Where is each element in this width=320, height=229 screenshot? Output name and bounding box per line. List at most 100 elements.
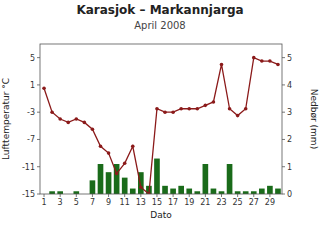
y2-tick-label: 0 [287, 190, 292, 199]
marker [99, 144, 103, 148]
x-tick [253, 194, 254, 197]
y2-tick-label: 4 [287, 81, 292, 90]
bar [243, 191, 249, 194]
x-tick-label: 5 [74, 198, 79, 207]
bar [194, 191, 200, 194]
bar [122, 178, 128, 194]
marker [163, 110, 167, 114]
y-axis-label: Lufttemperatur °C [1, 78, 11, 160]
x-tick [140, 194, 141, 197]
subtitle: April 2008 [134, 20, 185, 31]
y2-tick [282, 57, 285, 58]
marker [228, 107, 232, 111]
marker [42, 87, 46, 91]
bar [106, 172, 112, 194]
x-tick-label: 23 [216, 198, 226, 207]
bar [130, 189, 136, 194]
marker [123, 162, 127, 166]
x-tick-label: 15 [152, 198, 162, 207]
bar [170, 189, 176, 194]
y2-tick-label: 2 [287, 135, 292, 144]
marker [204, 104, 208, 108]
plot-area [42, 56, 281, 194]
x-tick-label: 1 [41, 198, 46, 207]
bar [259, 189, 265, 194]
marker [252, 56, 256, 60]
x-tick-label: 17 [168, 198, 178, 207]
bar [203, 164, 209, 194]
marker [91, 127, 95, 131]
y2-tick [282, 194, 285, 195]
marker [83, 121, 87, 125]
bar [235, 191, 241, 194]
y2-tick [282, 166, 285, 167]
bar [267, 186, 273, 194]
bar [275, 189, 281, 194]
bar [154, 159, 160, 194]
marker [276, 63, 280, 67]
marker [107, 151, 111, 155]
x-tick [269, 194, 270, 197]
marker [187, 107, 191, 111]
marker [50, 110, 54, 114]
marker [115, 172, 119, 176]
y2-tick-label: 5 [287, 54, 292, 63]
bar [178, 186, 184, 194]
bar [49, 191, 55, 194]
marker [139, 185, 143, 189]
marker [131, 144, 135, 148]
bar [211, 189, 217, 194]
marker [220, 63, 224, 67]
x-tick-label: 29 [265, 198, 275, 207]
x-tick [221, 194, 222, 197]
y-tick-label: -11 [22, 163, 35, 172]
y2-tick [282, 84, 285, 85]
bar [227, 164, 233, 194]
x-tick-label: 11 [120, 198, 130, 207]
x-tick [205, 194, 206, 197]
x-tick [156, 194, 157, 197]
y2-tick-label: 1 [287, 163, 292, 172]
x-tick-label: 7 [90, 198, 95, 207]
x-tick-label: 13 [136, 198, 146, 207]
y-tick [37, 139, 40, 140]
marker [58, 117, 62, 121]
x-axis-label: Dato [150, 210, 172, 220]
y-tick-label: 5 [30, 54, 35, 63]
x-tick [173, 194, 174, 197]
marker [155, 107, 159, 111]
y-tick [37, 84, 40, 85]
y2-axis-label: Nedbør (mm) [309, 89, 319, 149]
bar [57, 191, 63, 194]
line [44, 58, 278, 194]
title: Karasjok – Markannjarga [76, 3, 243, 17]
y-tick [37, 57, 40, 58]
y-tick [37, 112, 40, 113]
marker [179, 107, 183, 111]
bar [90, 180, 96, 194]
bar [73, 191, 79, 194]
chart: Karasjok – MarkannjargaApril 20081357911… [0, 0, 320, 229]
y-tick-label: -3 [27, 108, 35, 117]
y-tick-label: -15 [22, 190, 35, 199]
bar [98, 164, 104, 194]
x-tick-label: 21 [200, 198, 210, 207]
marker [75, 117, 79, 121]
y-tick [37, 194, 40, 195]
marker [244, 107, 248, 111]
x-tick [44, 194, 45, 197]
y-tick [37, 166, 40, 167]
x-tick [108, 194, 109, 197]
bar [186, 189, 192, 194]
x-tick-label: 27 [249, 198, 259, 207]
x-tick-label: 25 [233, 198, 243, 207]
y-tick-label: -7 [27, 135, 35, 144]
plot-frame [40, 44, 282, 194]
x-tick [92, 194, 93, 197]
bar [162, 186, 168, 194]
marker [212, 100, 216, 104]
y2-tick [282, 139, 285, 140]
bar [219, 191, 225, 194]
x-tick [189, 194, 190, 197]
x-tick [60, 194, 61, 197]
